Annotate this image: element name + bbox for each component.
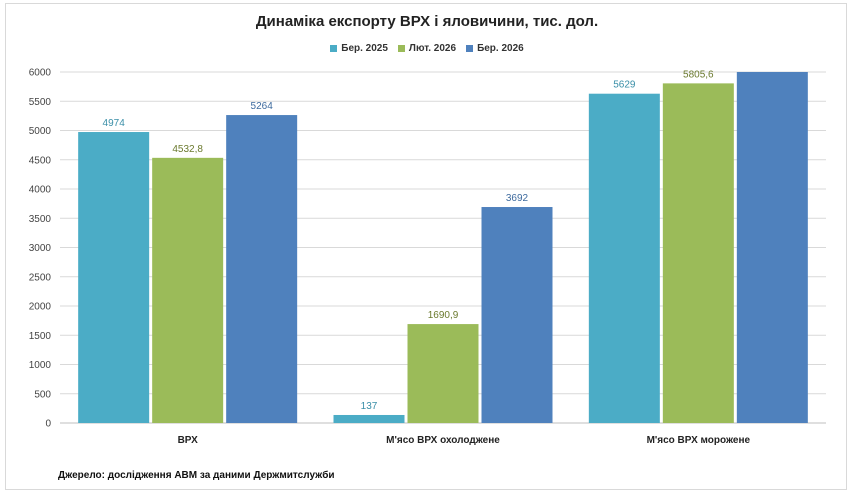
legend-item: Бер. 2026: [466, 43, 524, 54]
data-label: 4974: [103, 118, 126, 129]
source-note: Джерело: дослідження АВМ за даними Держм…: [58, 470, 335, 481]
legend-swatch: [330, 45, 338, 52]
y-tick-label: 5000: [29, 126, 52, 137]
legend-swatch: [466, 45, 474, 52]
bar: [662, 83, 734, 423]
data-label: 5629: [613, 80, 636, 91]
bar: [407, 324, 479, 423]
bar: [78, 132, 150, 423]
y-tick-label: 2500: [29, 272, 52, 283]
data-label: 3692: [506, 193, 529, 204]
bar: [226, 115, 298, 423]
legend-item: Бер. 2025: [330, 43, 388, 54]
bar: [736, 72, 808, 423]
y-tick-label: 1500: [29, 331, 52, 342]
x-tick-label: ВРХ: [178, 435, 199, 446]
legend-label: Лют. 2026: [408, 43, 457, 54]
chart-title: Динаміка експорту ВРХ і яловичини, тис. …: [255, 13, 599, 30]
data-label: 4532,8: [172, 144, 203, 155]
y-tick-label: 2000: [29, 302, 52, 313]
y-tick-label: 3000: [29, 243, 52, 254]
x-tick-label: М'ясо ВРХ охолоджене: [386, 435, 500, 446]
y-tick-label: 0: [45, 419, 51, 430]
y-tick-label: 1000: [29, 360, 52, 371]
y-tick-label: 4500: [29, 155, 52, 166]
y-tick-label: 6000: [29, 68, 52, 79]
y-tick-label: 500: [34, 389, 51, 400]
y-tick-label: 3500: [29, 214, 52, 225]
bar: [588, 93, 660, 424]
bar: [152, 157, 224, 423]
data-label: 1690,9: [428, 310, 459, 321]
legend-item: Лют. 2026: [397, 43, 457, 54]
y-tick-label: 5500: [29, 97, 52, 108]
legend-label: Бер. 2025: [341, 43, 388, 54]
legend-swatch: [397, 45, 405, 52]
x-tick-label: М'ясо ВРХ морожене: [647, 435, 751, 446]
chart-frame: [5, 3, 847, 490]
legend-label: Бер. 2026: [477, 43, 524, 54]
legend: Бер. 2025 Лют. 2026 Бер. 2026: [0, 43, 854, 55]
bar: [333, 414, 405, 423]
y-tick-label: 4000: [29, 185, 52, 196]
data-label: 5264: [251, 101, 274, 112]
bar: [481, 207, 553, 423]
data-label: 5805,6: [683, 69, 714, 80]
data-label: 137: [361, 401, 378, 412]
